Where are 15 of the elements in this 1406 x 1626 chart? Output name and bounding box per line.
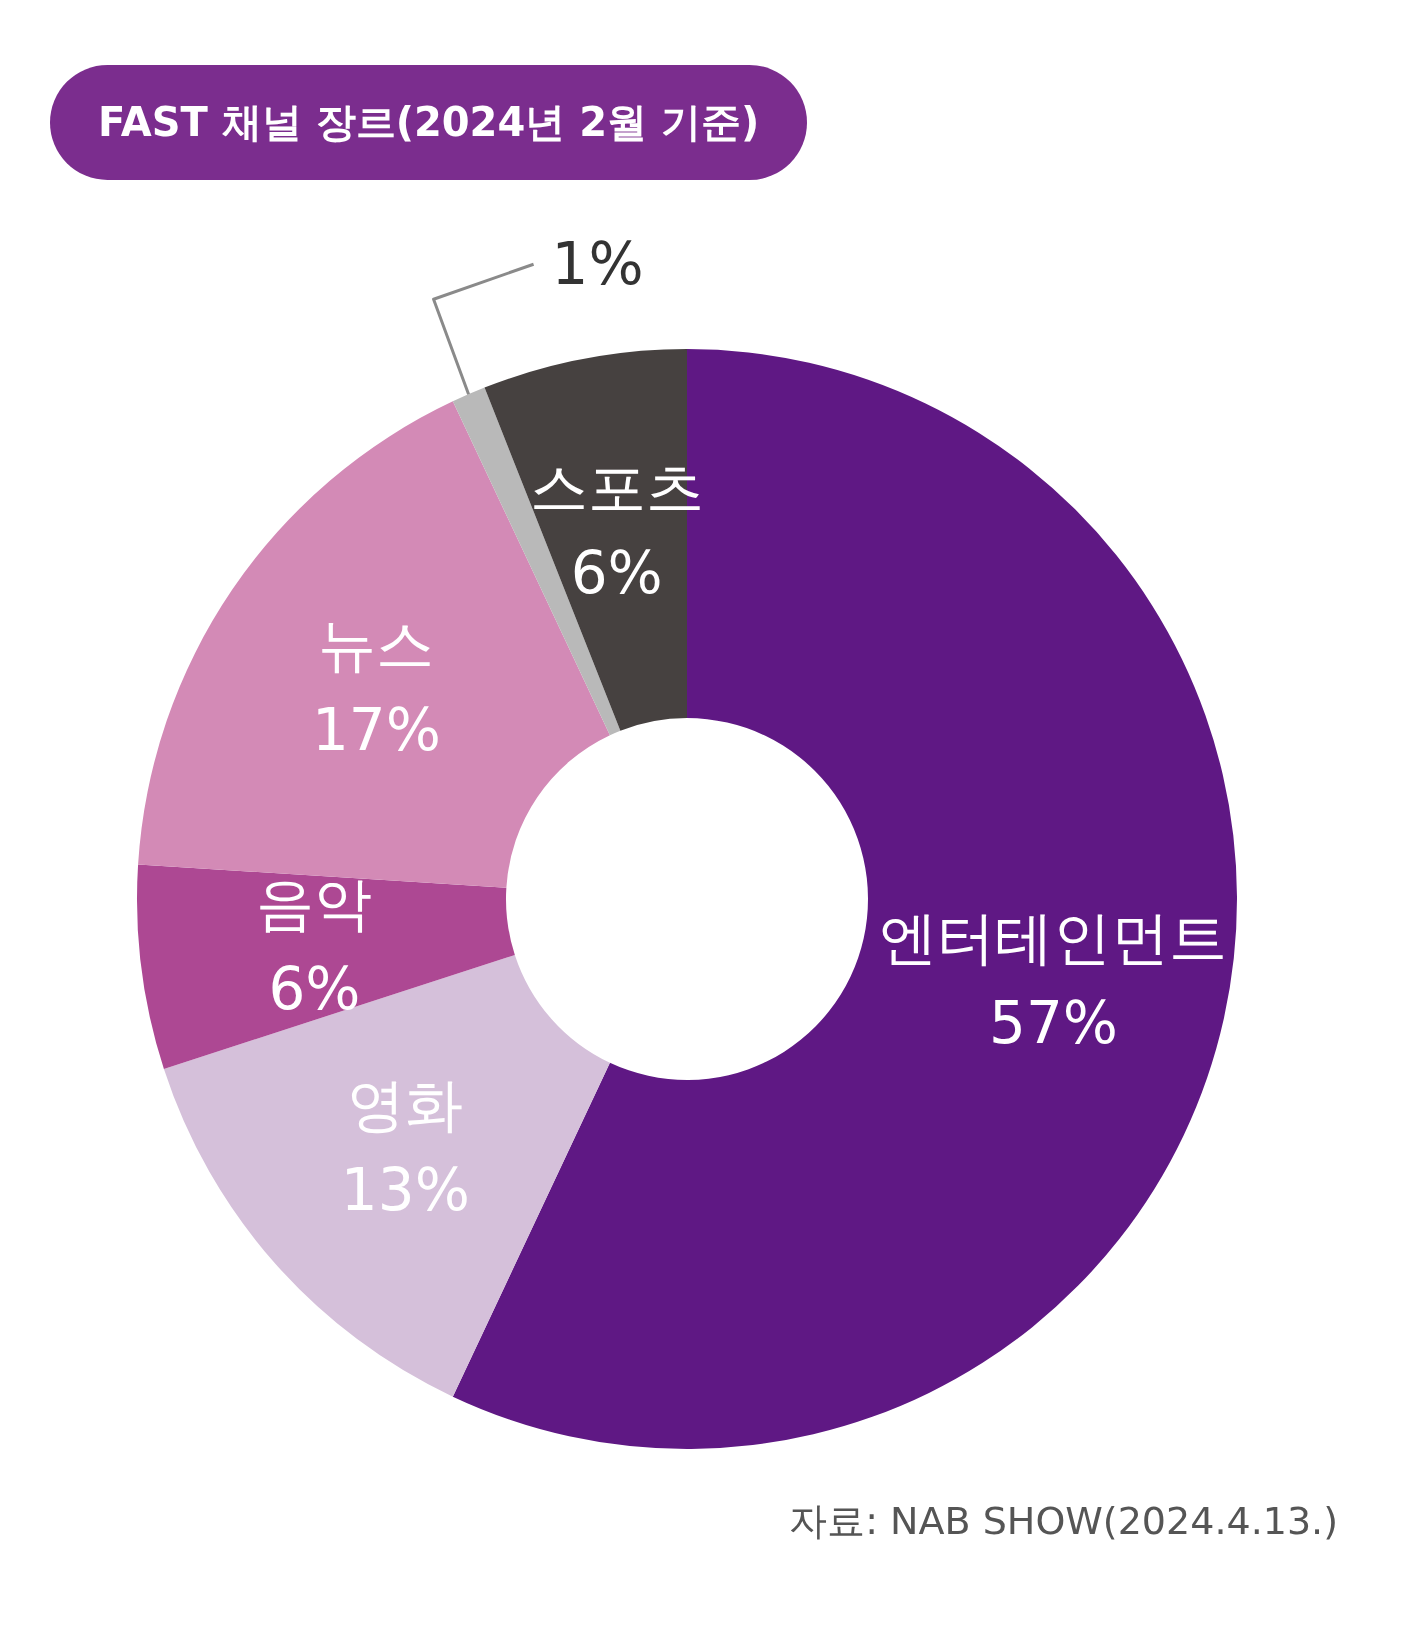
donut-slice [137, 864, 515, 1069]
slice-label: 영화 [347, 1070, 464, 1139]
slice-label: 뉴스 [318, 611, 435, 680]
chart-title: FAST 채널 장르(2024년 2월 기준) [50, 65, 808, 180]
data-label: 17% [311, 696, 441, 765]
slice-label: 음악 [256, 869, 373, 938]
data-label: 6% [570, 538, 663, 607]
slice-label: 엔터테인먼트 [879, 904, 1228, 973]
text: 자료: NAB SHOW(2024.4.13.) [789, 1498, 1338, 1545]
data-label: 6% [268, 954, 361, 1023]
data-label: 57% [989, 989, 1118, 1058]
data-label: 1% [551, 230, 644, 299]
data-label: 13% [340, 1155, 470, 1224]
slice-label: 스포츠 [529, 453, 704, 522]
donut-slice [163, 954, 610, 1397]
